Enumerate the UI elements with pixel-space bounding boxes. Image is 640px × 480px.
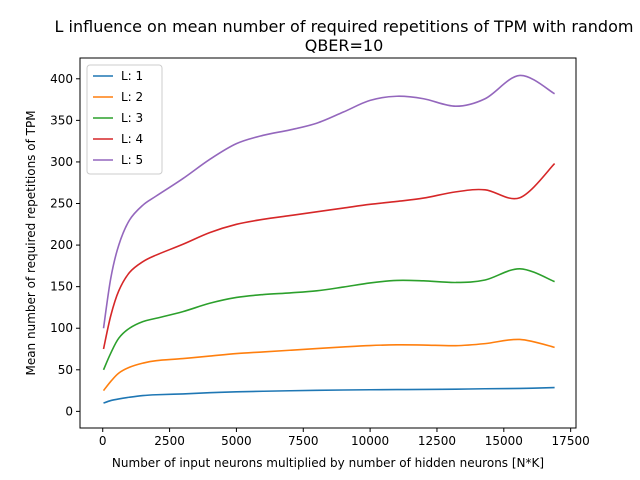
- y-tick-label: 250: [50, 197, 73, 211]
- series-line-4: [102, 163, 556, 350]
- x-axis-label: Number of input neurons multiplied by nu…: [112, 456, 544, 470]
- series-line-2: [102, 338, 555, 392]
- x-tick-label: 12500: [418, 434, 456, 448]
- legend-entry-label: L: 3: [121, 111, 143, 125]
- series-layer: [102, 74, 556, 404]
- x-tick-label: 15000: [485, 434, 523, 448]
- chart-title-line-1: L influence on mean number of required r…: [55, 17, 634, 36]
- chart-title-line-2: QBER=10: [305, 36, 384, 55]
- x-tick-label: 2500: [154, 434, 185, 448]
- y-tick-label: 100: [50, 321, 73, 335]
- legend: L: 1 L: 2 L: 3 L: 4 L: 5: [86, 64, 163, 175]
- x-tick-label: 7500: [288, 434, 319, 448]
- x-tick-label: 17500: [552, 434, 590, 448]
- series-line-1: [103, 386, 555, 404]
- legend-entry-label: L: 1: [121, 69, 143, 83]
- legend-entry-label: L: 5: [121, 153, 143, 167]
- y-tick-label: 150: [50, 280, 73, 294]
- y-axis-ticks: 0 50 100 150 200 250 300 350 400: [50, 72, 80, 418]
- y-tick-label: 400: [50, 72, 73, 86]
- y-tick-label: 350: [50, 113, 73, 127]
- y-tick-label: 200: [50, 238, 73, 252]
- legend-box: [86, 64, 163, 175]
- y-tick-label: 300: [50, 155, 73, 169]
- x-tick-label: 0: [99, 434, 107, 448]
- y-tick-label: 0: [65, 404, 73, 418]
- x-tick-label: 10000: [351, 434, 389, 448]
- legend-entry-label: L: 4: [121, 132, 143, 146]
- x-axis-ticks: 0 2500 5000 7500 10000 12500 15000 17500: [99, 428, 590, 448]
- series-line-5: [102, 74, 556, 329]
- plot-area-frame: [79, 57, 577, 429]
- x-tick-label: 5000: [221, 434, 252, 448]
- series-line-3: [102, 267, 555, 371]
- legend-entry-label: L: 2: [121, 90, 143, 104]
- y-axis-label: Mean number of required repetitions of T…: [24, 110, 38, 375]
- y-tick-label: 50: [58, 363, 73, 377]
